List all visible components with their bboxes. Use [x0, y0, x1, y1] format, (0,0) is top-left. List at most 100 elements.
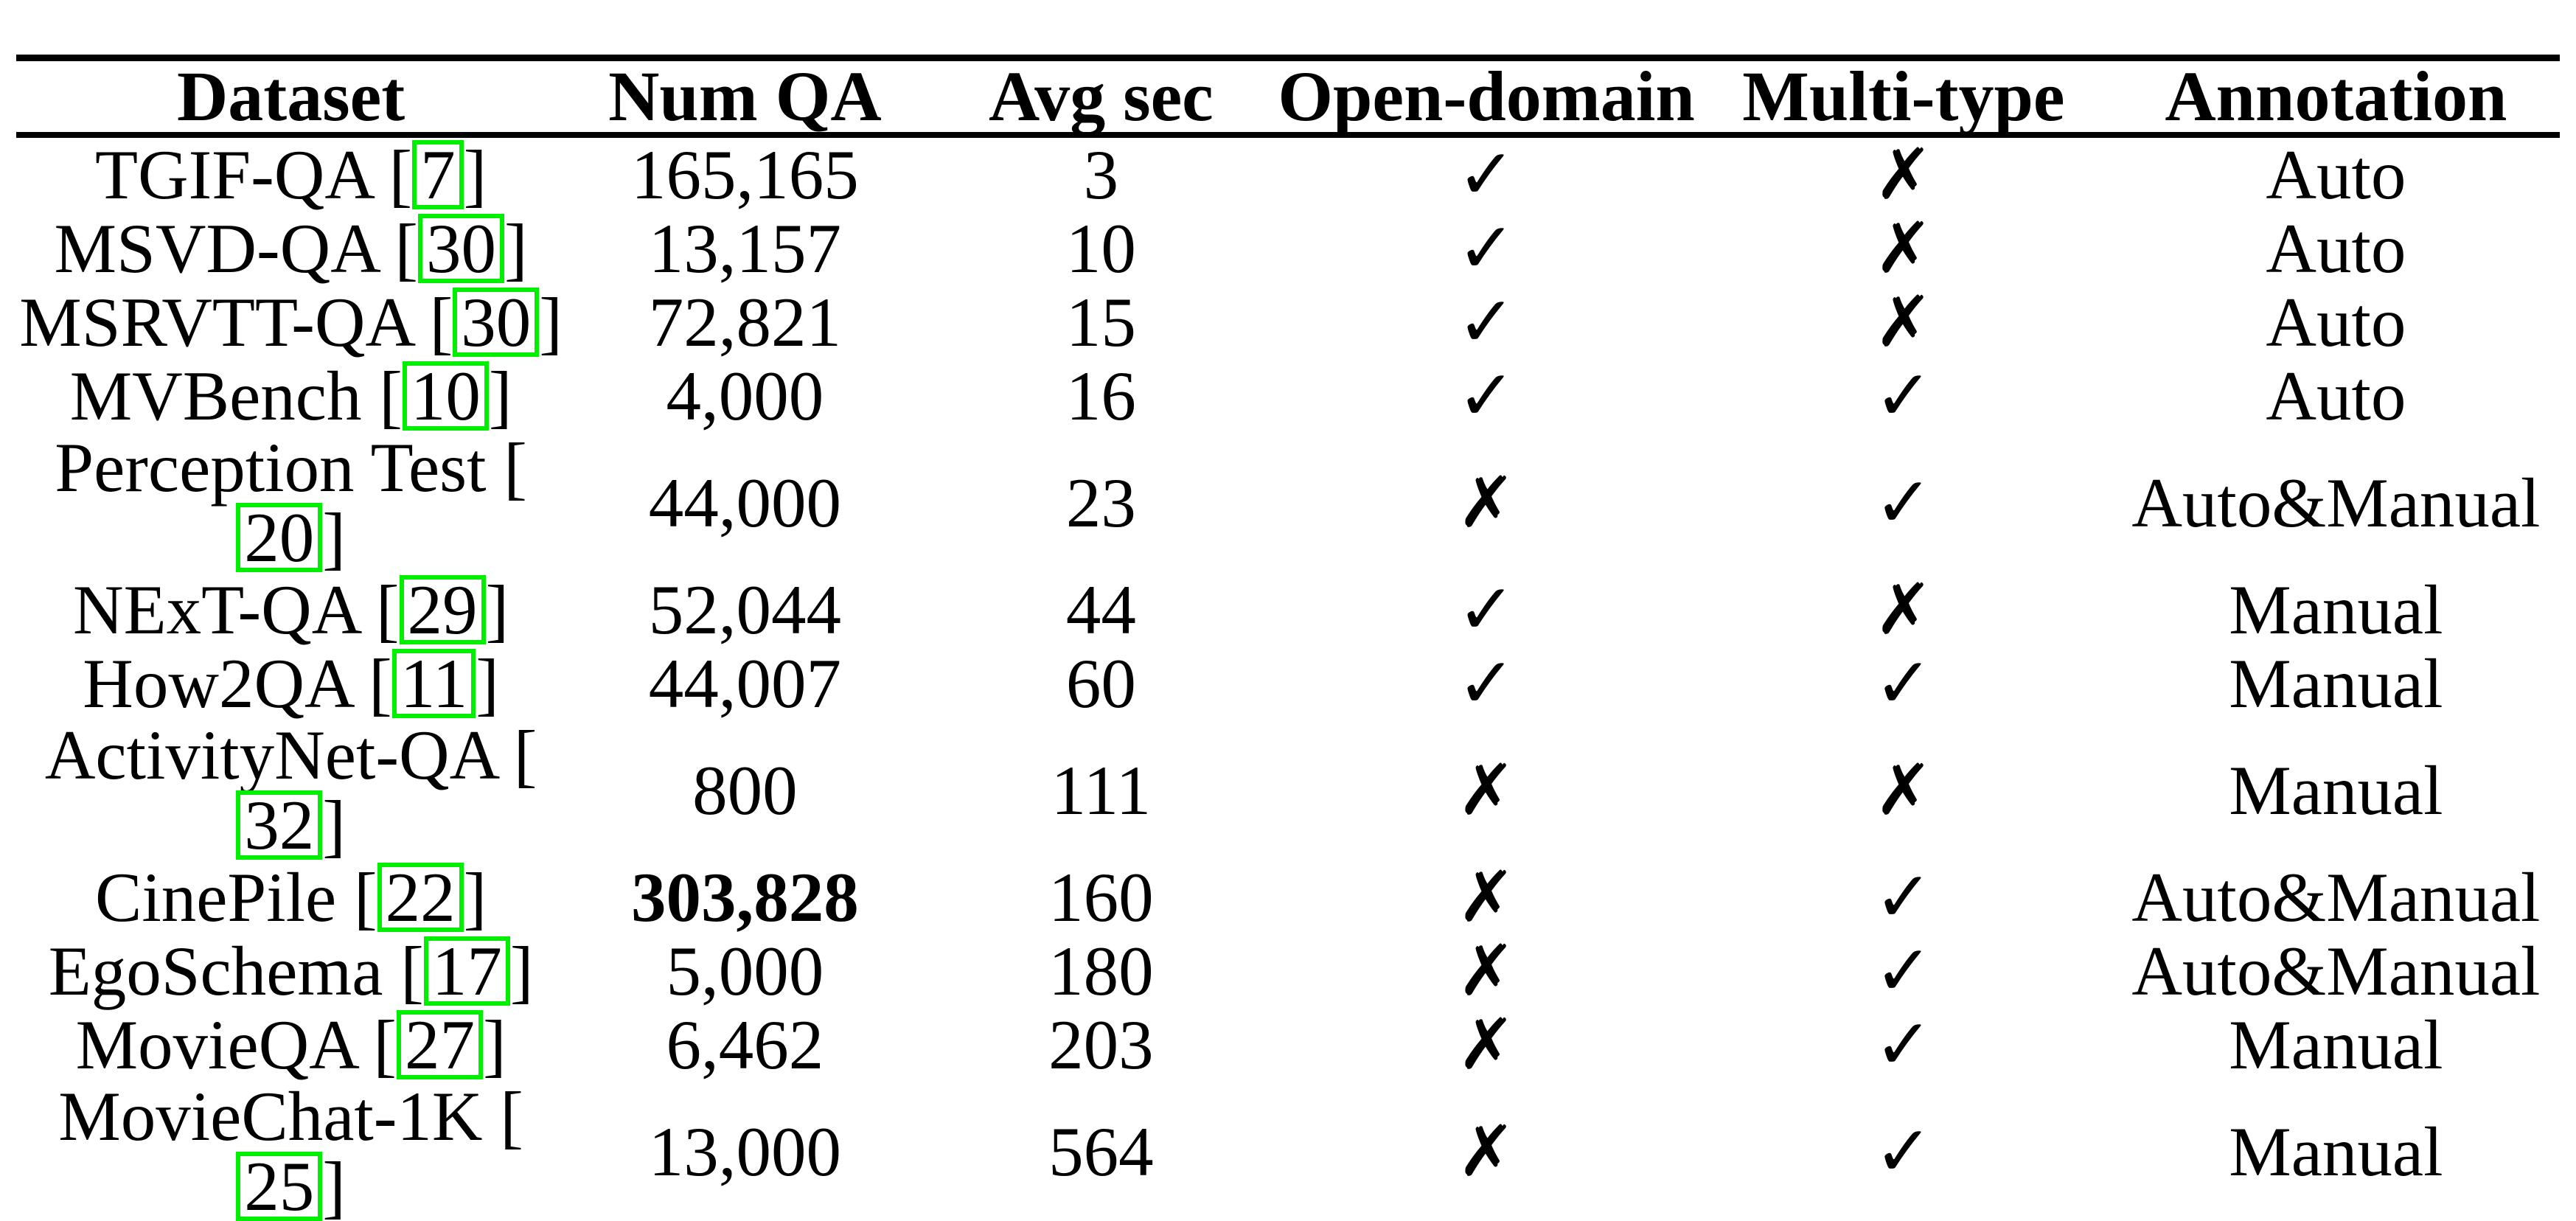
col-header-multi-type: Multi-type: [1694, 55, 2112, 138]
avg-sec-cell: 23: [1065, 463, 1136, 542]
citation-number: 27: [396, 1009, 483, 1079]
dataset-cell: MovieChat-1K [25]: [16, 1082, 565, 1221]
table-row: MovieQA [27] 6,462 203 ✗ ✓ Manual: [16, 1008, 2560, 1082]
citation-link[interactable]: [25]: [236, 1077, 523, 1221]
annotation-cell: Manual: [2229, 644, 2443, 723]
open-domain-mark: ✗: [1457, 930, 1516, 1012]
bracket-close: ]: [322, 786, 346, 864]
bracket-close: ]: [476, 644, 499, 723]
avg-sec-cell: 10: [1065, 209, 1136, 288]
multi-type-mark: ✗: [1874, 281, 1933, 363]
dataset-name: MSVD-QA: [54, 209, 377, 288]
dataset-name: MSRVTT-QA: [19, 282, 412, 361]
open-domain-mark: ✓: [1457, 207, 1516, 289]
citation-link[interactable]: [20]: [236, 428, 527, 577]
citation-link[interactable]: [32]: [236, 716, 537, 864]
num-qa-cell: 4,000: [666, 356, 824, 435]
open-domain-mark: ✓: [1457, 281, 1516, 363]
num-qa-cell: 13,000: [648, 1112, 842, 1191]
dataset-cell: TGIF-QA [7]: [16, 135, 565, 212]
table-row: CinePile [22] 303,828 160 ✗ ✓ Auto&Manua…: [16, 860, 2560, 934]
table-header: Dataset Num QA Avg sec Open-domain Multi…: [16, 55, 2560, 138]
bracket-open: [: [389, 135, 413, 214]
multi-type-mark: ✓: [1874, 856, 1933, 938]
open-domain-mark: ✗: [1457, 462, 1516, 543]
col-header-num-qa: Num QA: [565, 55, 925, 138]
multi-type-mark: ✓: [1874, 642, 1933, 724]
citation-link[interactable]: [29]: [376, 571, 509, 649]
open-domain-mark: ✓: [1457, 642, 1516, 724]
dataset-cell: MSRVTT-QA [30]: [16, 285, 565, 359]
bracket-close: ]: [463, 858, 487, 936]
citation-number: 17: [423, 936, 510, 1006]
citation-link[interactable]: [11]: [369, 644, 499, 723]
dataset-cell: MovieQA [27]: [16, 1008, 565, 1082]
table-body: TGIF-QA [7] 165,165 3 ✓ ✗ Auto MSVD-QA […: [16, 135, 2560, 1221]
table-row: How2QA [11] 44,007 60 ✓ ✓ Manual: [16, 647, 2560, 720]
dataset-cell: ActivityNet-QA [32]: [16, 720, 565, 860]
annotation-cell: Auto&Manual: [2131, 931, 2541, 1010]
dataset-name: Perception Test: [55, 428, 487, 507]
bracket-close: ]: [463, 135, 487, 214]
citation-link[interactable]: [22]: [354, 858, 487, 936]
table-row: Perception Test [20] 44,000 23 ✗ ✓ Auto&…: [16, 433, 2560, 573]
table-row: TGIF-QA [7] 165,165 3 ✓ ✗ Auto: [16, 135, 2560, 212]
multi-type-mark: ✓: [1874, 1003, 1933, 1085]
bracket-open: [: [353, 858, 377, 936]
bracket-close: ]: [504, 209, 528, 288]
annotation-cell: Auto: [2266, 356, 2406, 435]
citation-link[interactable]: [17]: [400, 932, 533, 1010]
col-header-annotation: Annotation: [2112, 55, 2560, 138]
bracket-close: ]: [482, 1005, 507, 1084]
citation-number: 10: [402, 361, 489, 431]
multi-type-mark: ✗: [1874, 568, 1933, 650]
avg-sec-cell: 15: [1065, 282, 1136, 361]
bracket-open: [: [379, 356, 403, 435]
avg-sec-cell: 111: [1051, 751, 1152, 829]
avg-sec-cell: 3: [1083, 135, 1119, 214]
bracket-open: [: [429, 282, 453, 361]
citation-number: 7: [412, 139, 464, 209]
citation-number: 30: [453, 287, 540, 357]
open-domain-mark: ✗: [1457, 1003, 1516, 1085]
bracket-close: ]: [485, 570, 509, 649]
table-row: ActivityNet-QA [32] 800 111 ✗ ✗ Manual: [16, 720, 2560, 860]
open-domain-mark: ✗: [1457, 856, 1516, 938]
num-qa-cell: 44,000: [648, 463, 842, 542]
num-qa-cell: 72,821: [648, 282, 842, 361]
annotation-cell: Auto&Manual: [2131, 463, 2541, 542]
dataset-name: MVBench: [69, 356, 362, 435]
dataset-cell: EgoSchema [17]: [16, 934, 565, 1008]
dataset-comparison-table: Dataset Num QA Avg sec Open-domain Multi…: [16, 55, 2560, 1221]
avg-sec-cell: 44: [1065, 570, 1136, 649]
citation-link[interactable]: [7]: [389, 136, 487, 214]
num-qa-cell: 13,157: [648, 209, 842, 288]
dataset-cell: How2QA [11]: [16, 647, 565, 720]
citation-number: 32: [236, 790, 323, 860]
annotation-cell: Manual: [2229, 1112, 2443, 1191]
multi-type-mark: ✓: [1874, 930, 1933, 1012]
col-header-open-domain: Open-domain: [1278, 55, 1695, 138]
table-row: MSRVTT-QA [30] 72,821 15 ✓ ✗ Auto: [16, 285, 2560, 359]
citation-link[interactable]: [30]: [430, 283, 563, 361]
bracket-open: [: [400, 931, 424, 1010]
num-qa-cell: 6,462: [666, 1005, 824, 1084]
citation-number: 22: [377, 862, 464, 932]
col-header-avg-sec: Avg sec: [924, 55, 1278, 138]
citation-link[interactable]: [30]: [394, 209, 527, 288]
citation-link[interactable]: [27]: [373, 1006, 506, 1084]
bracket-open: [: [513, 716, 537, 794]
avg-sec-cell: 180: [1048, 931, 1154, 1010]
dataset-name: MovieChat-1K: [58, 1077, 483, 1155]
bracket-open: [: [375, 570, 400, 649]
dataset-cell: Perception Test [20]: [16, 433, 565, 573]
num-qa-cell: 165,165: [631, 135, 859, 214]
citation-link[interactable]: [10]: [379, 357, 512, 435]
open-domain-mark: ✓: [1457, 355, 1516, 436]
num-qa-cell: 52,044: [648, 570, 842, 649]
multi-type-mark: ✓: [1874, 355, 1933, 436]
num-qa-cell: 800: [692, 751, 798, 829]
dataset-cell: NExT-QA [29]: [16, 573, 565, 647]
multi-type-mark: ✗: [1874, 749, 1933, 831]
